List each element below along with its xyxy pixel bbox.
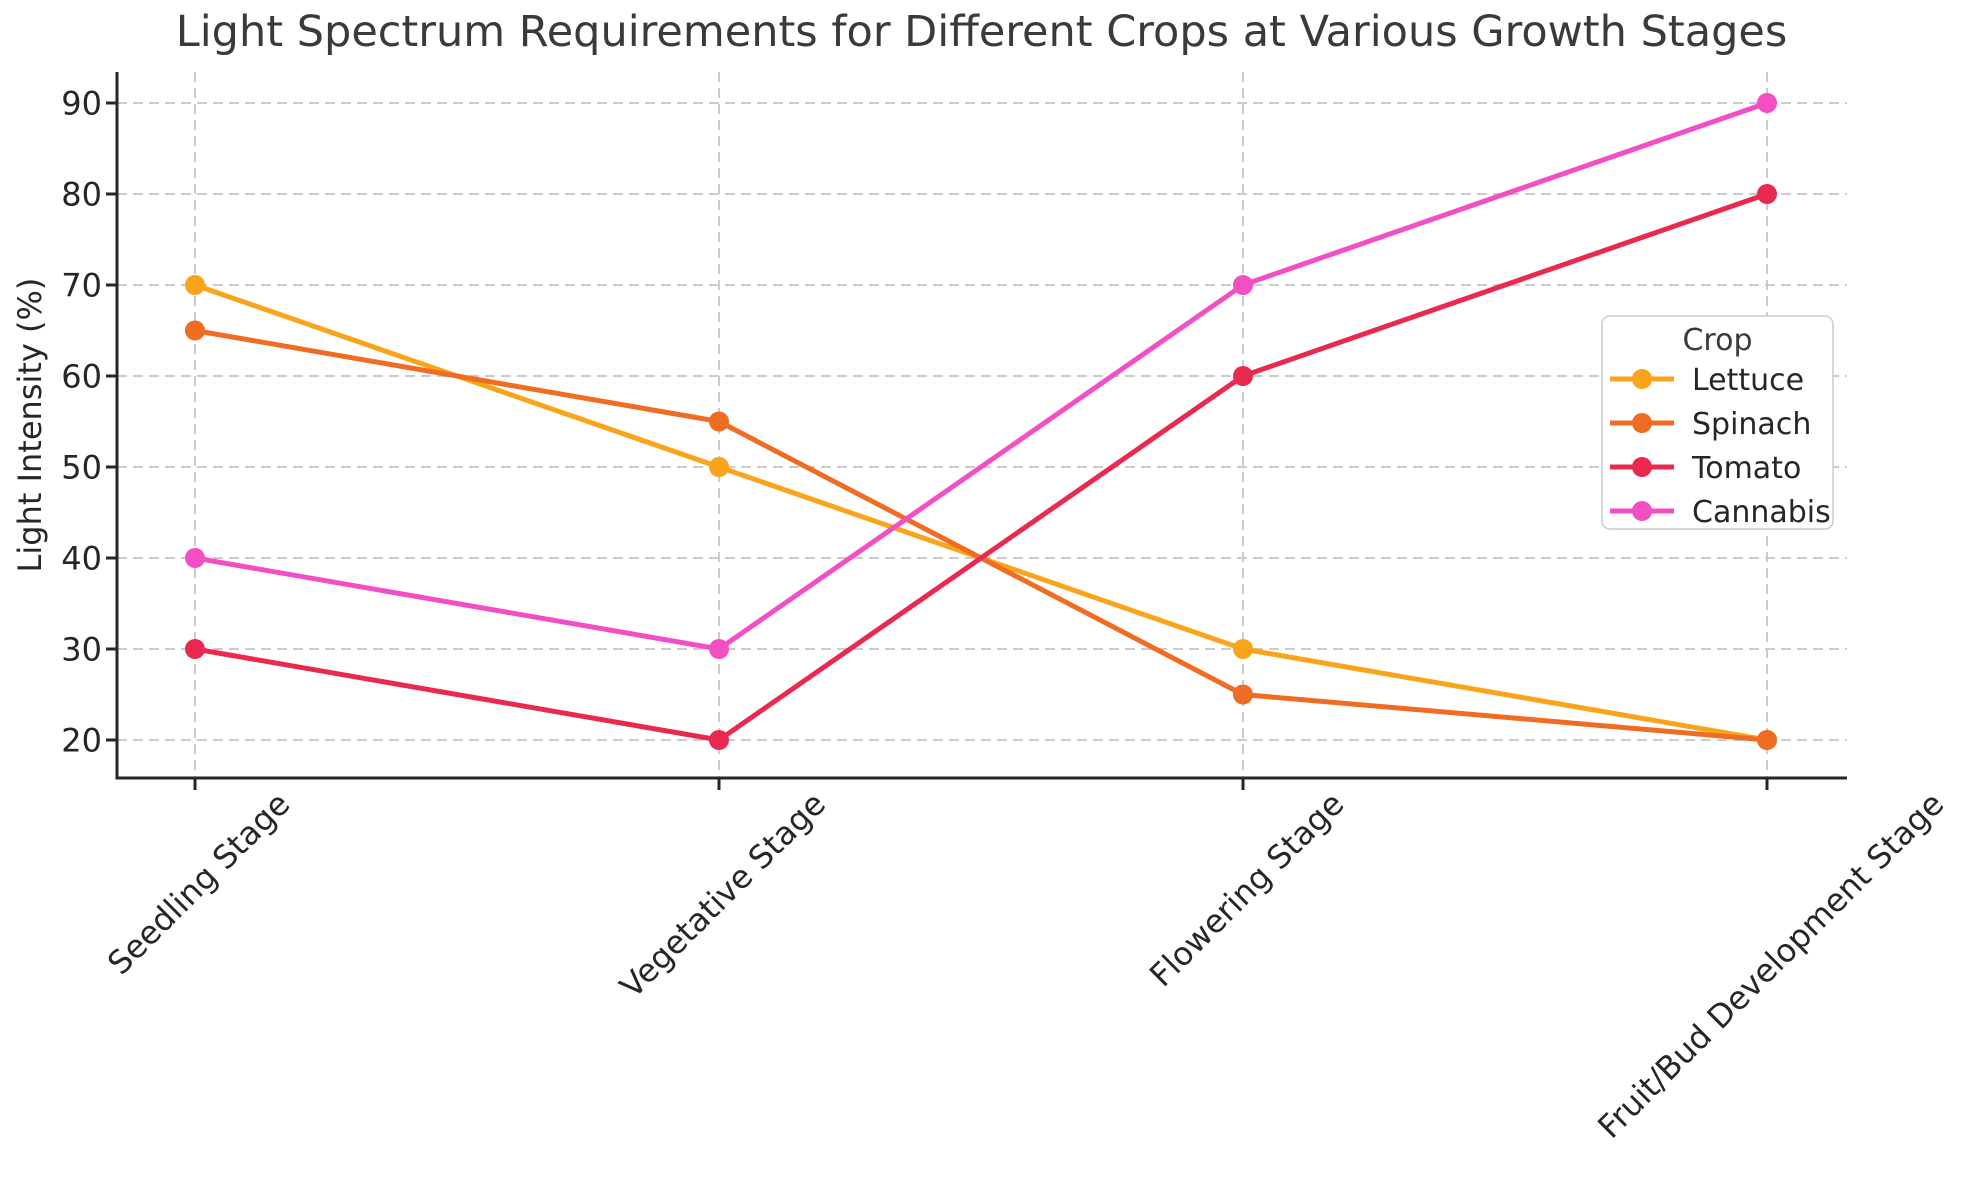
- data-point-cannabis-1: [709, 639, 729, 659]
- data-point-spinach-0: [185, 320, 205, 341]
- y-tick-label: 90: [61, 85, 102, 123]
- series-line-cannabis: [194, 100, 1768, 652]
- y-tick-label: 30: [61, 631, 102, 669]
- data-point-tomato-2: [1233, 366, 1253, 386]
- legend-item-spinach: Spinach: [1610, 407, 1811, 442]
- legend-marker: [1632, 457, 1652, 477]
- legend-label: Cannabis: [1692, 495, 1831, 530]
- data-point-spinach-3: [1757, 730, 1777, 750]
- y-axis-label: Light Intensity (%): [11, 277, 49, 573]
- legend-marker: [1632, 413, 1652, 433]
- y-tick-label: 20: [61, 722, 102, 760]
- y-tick-label: 70: [61, 267, 102, 305]
- series-line-tomato: [194, 191, 1768, 743]
- x-tick-label: Seedling Stage: [100, 785, 297, 982]
- data-point-tomato-0: [185, 639, 205, 659]
- x-tick-label: Flowering Stage: [1142, 785, 1351, 994]
- legend-title: Crop: [1682, 323, 1752, 358]
- legend-item-tomato: Tomato: [1610, 451, 1801, 486]
- data-point-tomato-1: [709, 730, 729, 750]
- legend: Crop Lettuce Spinach Tomato Cannabis: [1601, 315, 1834, 530]
- y-tick-label: 50: [61, 449, 102, 487]
- tick-labels: 20 30 40 50 60 70 80 90 Seedling Stage Vegetative…: [61, 85, 1951, 1146]
- data-point-lettuce-0: [185, 275, 205, 295]
- data-point-spinach-2: [1233, 684, 1253, 705]
- y-tick-label: 40: [61, 540, 102, 578]
- data-point-lettuce-1: [709, 457, 729, 477]
- y-tick-label: 80: [61, 176, 102, 214]
- data-point-tomato-3: [1757, 184, 1777, 204]
- legend-item-lettuce: Lettuce: [1610, 363, 1804, 398]
- legend-box: [1601, 315, 1834, 530]
- legend-label: Lettuce: [1692, 363, 1804, 398]
- legend-label: Tomato: [1691, 451, 1801, 486]
- data-point-cannabis-2: [1233, 275, 1253, 295]
- gridlines: [117, 72, 1847, 778]
- x-tick-label: Fruit/Bud Development Stage: [1590, 785, 1951, 1146]
- data-point-cannabis-3: [1757, 93, 1777, 113]
- axes: [106, 72, 1847, 790]
- legend-marker: [1632, 369, 1652, 389]
- legend-marker: [1632, 501, 1652, 521]
- legend-label: Spinach: [1692, 407, 1811, 442]
- series-line-spinach: [194, 328, 1768, 743]
- data-point-cannabis-0: [185, 548, 205, 568]
- x-tick-label: Vegetative Stage: [612, 785, 833, 1006]
- y-tick-label: 60: [61, 358, 102, 396]
- chart-title: Light Spectrum Requirements for Differen…: [175, 7, 1788, 57]
- series: [185, 93, 1777, 750]
- series-line-lettuce: [194, 282, 1768, 743]
- legend-item-cannabis: Cannabis: [1610, 495, 1831, 530]
- data-point-spinach-1: [709, 411, 729, 432]
- data-point-lettuce-2: [1233, 639, 1253, 659]
